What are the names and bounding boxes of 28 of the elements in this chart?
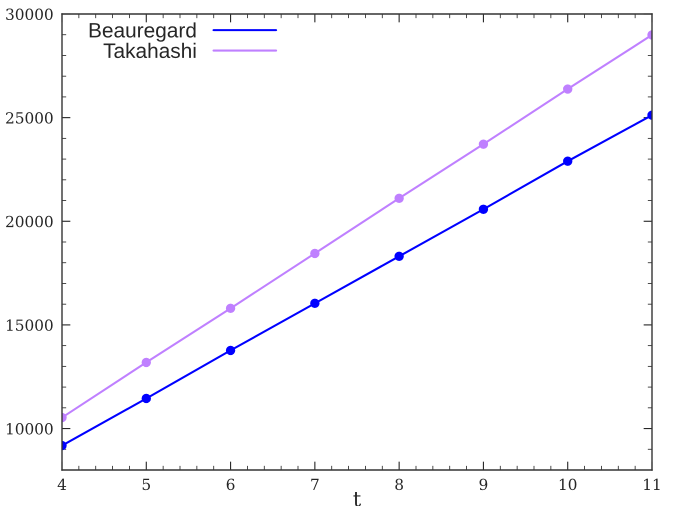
point — [226, 304, 236, 314]
point — [478, 139, 488, 149]
y-tick-label: 30000 — [6, 8, 53, 20]
x-tick-label: 9 — [480, 478, 488, 490]
legend-label: Beauregard — [90, 22, 196, 42]
point — [142, 394, 151, 404]
point — [478, 204, 488, 214]
x-tick-label: 7 — [311, 478, 319, 490]
y-tick-label: 20000 — [6, 216, 53, 228]
point — [394, 194, 404, 203]
x-tick-label: 10 — [560, 478, 576, 490]
point — [310, 248, 320, 258]
legend-label: Takahashi — [104, 42, 196, 58]
x-tick-label: 8 — [395, 478, 403, 490]
point — [563, 84, 572, 94]
y-tick-label: 10000 — [6, 423, 53, 435]
x-tick-label: 6 — [226, 478, 234, 490]
y-tick-label: 15000 — [6, 319, 53, 331]
x-tick-label: 11 — [644, 478, 660, 490]
point — [310, 298, 320, 308]
point — [142, 358, 151, 368]
y-tick-label: 25000 — [6, 112, 53, 124]
x-axis-title: t — [353, 492, 362, 506]
x-tick-label: 5 — [142, 478, 150, 490]
x-tick-label: 4 — [58, 478, 66, 490]
point — [226, 346, 236, 356]
point — [394, 252, 404, 261]
point — [563, 156, 572, 166]
